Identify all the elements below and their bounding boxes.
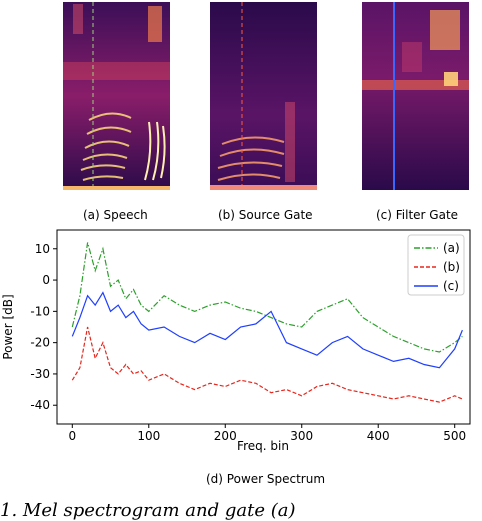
y-tick-label: 10 (35, 242, 50, 256)
legend-label: (b) (443, 260, 460, 274)
y-tick-label: -40 (30, 398, 50, 412)
y-tick-label: -20 (30, 336, 50, 350)
x-tick-label: 400 (367, 429, 390, 443)
footer-text: 1. Mel spectrogram and gate (a) (0, 500, 296, 521)
filter-gate-spectrogram (362, 2, 469, 190)
y-tick-label: -10 (30, 304, 50, 318)
x-tick-label: 200 (214, 429, 237, 443)
x-tick-label: 300 (290, 429, 313, 443)
caption-a: (a) Speech (83, 208, 148, 222)
source-gate-spectrogram (210, 2, 317, 190)
x-tick-label: 0 (68, 429, 76, 443)
legend: (a) (b) (c) (407, 234, 465, 296)
source-gate-image (210, 2, 317, 190)
x-tick-label: 500 (443, 429, 466, 443)
x-axis-label: Freq. bin (237, 439, 289, 453)
legend-label: (c) (443, 279, 459, 293)
legend-label: (a) (443, 241, 460, 255)
plot-frame (56, 229, 471, 425)
series-line-2 (71, 326, 463, 403)
series-line-1 (71, 242, 463, 353)
caption-c: (c) Filter Gate (376, 208, 459, 222)
filter-gate-image (362, 2, 469, 190)
y-tick-label: 0 (42, 273, 50, 287)
speech-spectrogram-image (63, 2, 170, 190)
y-tick-label: -30 (30, 367, 50, 381)
series-line-3 (71, 291, 463, 369)
y-axis-label: Power [dB] (1, 294, 15, 359)
speech-spectrogram (63, 2, 170, 190)
caption-b: (b) Source Gate (218, 208, 313, 222)
caption-d: (d) Power Spectrum (206, 472, 326, 486)
x-tick-label: 100 (137, 429, 160, 443)
